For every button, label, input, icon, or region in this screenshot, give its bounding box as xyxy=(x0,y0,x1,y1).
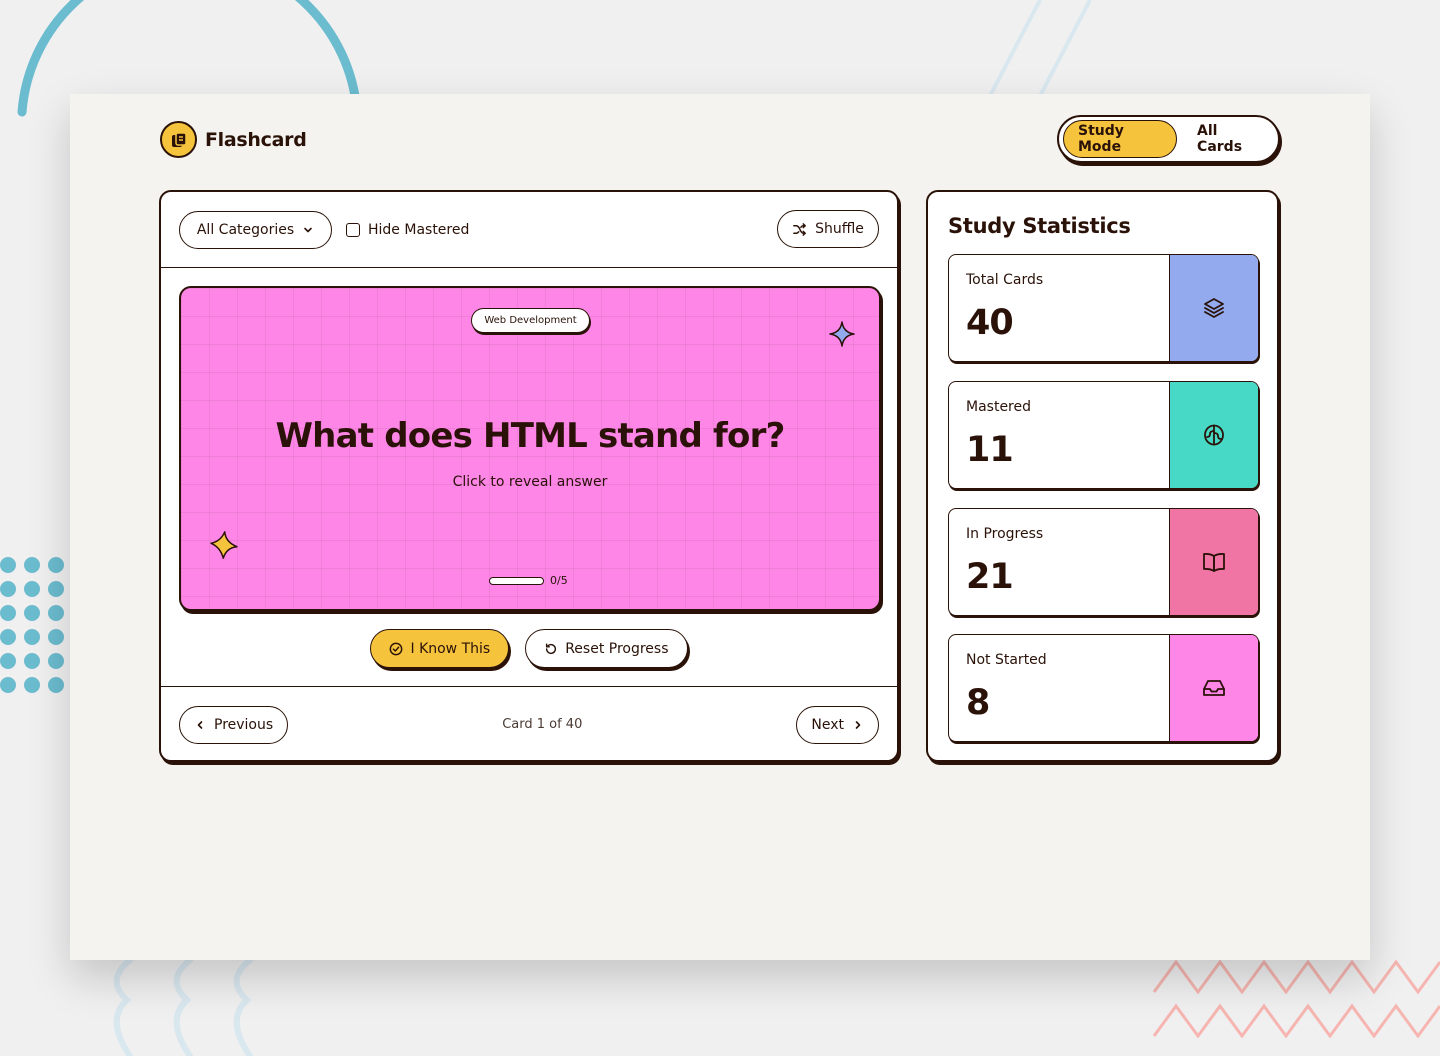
card-actions: I Know This Reset Progress xyxy=(161,629,897,668)
card-counter: Card 1 of 40 xyxy=(502,717,583,732)
flashcard[interactable]: Web Development What does HTML stand for… xyxy=(179,286,881,611)
card-toolbar: All Categories Hide Mastered xyxy=(161,192,897,268)
app-logo[interactable]: Flashcard xyxy=(160,121,307,158)
hide-mastered-label: Hide Mastered xyxy=(368,221,470,238)
stat-label: In Progress xyxy=(966,526,1044,542)
stat-label: Not Started xyxy=(966,652,1047,668)
chevron-right-icon xyxy=(855,720,861,729)
layers-icon xyxy=(1204,298,1224,318)
wave-decoration xyxy=(113,960,253,1056)
stats-title: Study Statistics xyxy=(948,214,1131,238)
star-icon xyxy=(210,531,238,559)
card-navigation: Previous Card 1 of 40 Next xyxy=(161,686,897,762)
stat-card-not-started: Not Started 8 xyxy=(948,634,1259,742)
study-panel: All Categories Hide Mastered xyxy=(159,190,899,762)
app-name: Flashcard xyxy=(205,128,307,151)
hide-mastered-toggle[interactable]: Hide Mastered xyxy=(346,222,469,238)
category-select[interactable]: All Categories xyxy=(179,210,332,249)
shuffle-label: Shuffle xyxy=(815,221,864,237)
next-button[interactable]: Next xyxy=(796,705,879,744)
stat-value: 8 xyxy=(966,683,990,723)
next-label: Next xyxy=(811,716,844,733)
stat-icon-box xyxy=(1169,255,1258,361)
book-icon xyxy=(1203,553,1225,572)
stat-label: Mastered xyxy=(966,399,1032,415)
stat-icon-box xyxy=(1169,382,1258,488)
stat-value: 11 xyxy=(966,430,1014,470)
stat-icon-box xyxy=(1169,635,1258,741)
stat-card-mastered: Mastered 11 xyxy=(948,381,1259,489)
card-question: What does HTML stand for? xyxy=(275,416,785,456)
progress-text: 0/5 xyxy=(550,574,568,587)
sparkle-icon xyxy=(829,321,855,347)
progress-track xyxy=(489,576,544,585)
i-know-this-button[interactable]: I Know This xyxy=(370,629,510,668)
chevron-left-icon xyxy=(197,720,203,729)
all-cards-button[interactable]: All Cards xyxy=(1197,123,1243,155)
category-badge: Web Development xyxy=(471,308,590,333)
check-circle-icon xyxy=(390,642,403,655)
slash-decoration xyxy=(988,0,1092,96)
chevron-down-icon xyxy=(304,227,312,232)
reveal-hint: Click to reveal answer xyxy=(452,474,608,490)
card-progress: 0/5 xyxy=(489,574,568,587)
shuffle-button[interactable]: Shuffle xyxy=(777,210,879,248)
stat-icon-box xyxy=(1169,509,1258,615)
previous-label: Previous xyxy=(214,716,274,733)
app-window: Flashcard Study Mode All Cards All Categ… xyxy=(70,94,1370,960)
previous-button[interactable]: Previous xyxy=(179,705,289,744)
reset-progress-button[interactable]: Reset Progress xyxy=(525,629,688,668)
dot-grid-decoration xyxy=(0,557,64,693)
i-know-this-label: I Know This xyxy=(410,640,491,657)
zigzag-decoration xyxy=(1152,959,1440,1039)
stat-value: 40 xyxy=(966,303,1014,343)
cards-logo-icon xyxy=(160,121,197,158)
stats-panel: Study Statistics Total Cards 40 Mastered… xyxy=(926,190,1279,762)
rotate-ccw-icon xyxy=(546,642,557,654)
stat-card-total: Total Cards 40 xyxy=(948,254,1259,362)
mode-toggle: Study Mode All Cards xyxy=(1057,115,1280,163)
study-mode-button[interactable]: Study Mode xyxy=(1063,120,1178,158)
stat-value: 21 xyxy=(966,557,1014,597)
shuffle-icon xyxy=(793,222,806,236)
inbox-icon xyxy=(1203,680,1225,696)
stat-label: Total Cards xyxy=(966,272,1044,288)
reset-progress-label: Reset Progress xyxy=(565,640,669,657)
brain-icon xyxy=(1204,424,1224,446)
hide-mastered-checkbox[interactable] xyxy=(346,222,360,237)
category-select-value: All Categories xyxy=(196,221,295,238)
stat-card-in-progress: In Progress 21 xyxy=(948,508,1259,616)
